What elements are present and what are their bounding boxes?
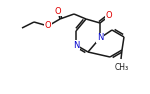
Text: N: N xyxy=(97,33,103,42)
Text: CH₃: CH₃ xyxy=(115,63,129,72)
Text: N: N xyxy=(73,41,79,50)
Text: O: O xyxy=(106,11,112,20)
Text: O: O xyxy=(45,22,51,30)
Text: O: O xyxy=(55,6,61,16)
